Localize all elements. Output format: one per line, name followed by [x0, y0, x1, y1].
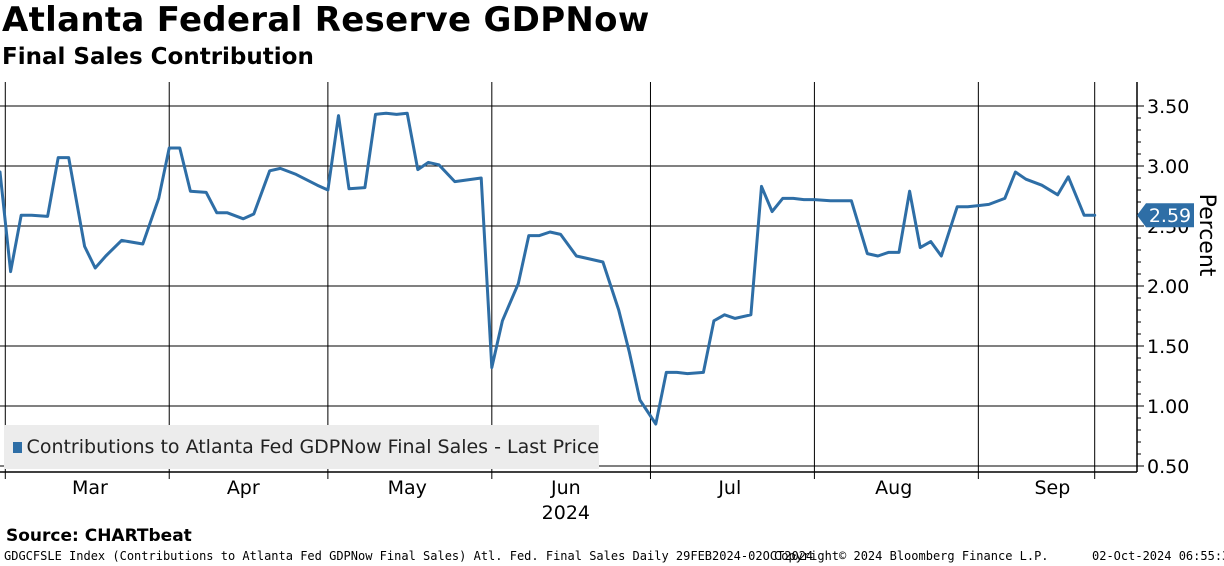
last-value-badge — [1137, 203, 1194, 228]
x-tick-label: Apr — [227, 477, 260, 499]
x-tick-label: Sep — [1034, 477, 1070, 499]
footer-copyright: Copyright© 2024 Bloomberg Finance L.P. — [774, 549, 1049, 563]
x-tick-label: May — [388, 477, 427, 499]
legend-swatch — [13, 441, 22, 453]
chart-title: Atlanta Federal Reserve GDPNow — [2, 0, 650, 40]
chart-subtitle: Final Sales Contribution — [2, 44, 314, 70]
legend: Contributions to Atlanta Fed GDPNow Fina… — [4, 425, 599, 469]
y-tick-label: 3.00 — [1147, 156, 1189, 178]
series-line — [0, 111, 1097, 426]
y-tick-label: 3.50 — [1147, 96, 1189, 118]
x-tick-label: Mar — [72, 477, 108, 499]
y-axis-title: Percent — [1194, 194, 1219, 277]
x-tick-label: Aug — [875, 477, 912, 499]
last-value-label: 2.59 — [1149, 205, 1191, 227]
x-year-label: 2024 — [542, 502, 590, 524]
legend-label: Contributions to Atlanta Fed GDPNow Fina… — [26, 436, 599, 458]
footer-index-description: GDGCFSLE Index (Contributions to Atlanta… — [4, 549, 814, 563]
x-tick-label: Jun — [550, 477, 581, 499]
y-tick-label: 1.50 — [1147, 336, 1189, 358]
source-note: Source: CHARTbeat — [6, 526, 192, 546]
y-tick-label: 2.00 — [1147, 276, 1189, 298]
footer-timestamp: 02-Oct-2024 06:55:35 — [1092, 549, 1224, 563]
y-tick-label: 1.00 — [1147, 396, 1189, 418]
x-tick-label: Jul — [717, 477, 741, 499]
y-tick-label: 0.50 — [1147, 456, 1189, 478]
